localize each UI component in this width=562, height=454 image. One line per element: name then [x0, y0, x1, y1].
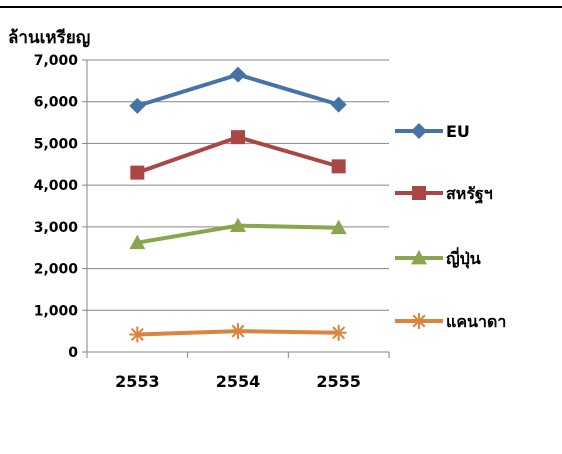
gridlines [87, 59, 389, 311]
data-point [231, 130, 245, 145]
data-point [129, 326, 146, 343]
y-tick-label: 5,000 [34, 136, 79, 152]
legend-label: สหรัฐฯ [446, 184, 493, 204]
legend-marker [411, 313, 427, 329]
axes [82, 59, 390, 358]
legend-item: แคนาดา [395, 312, 506, 331]
x-tick-label: 2555 [316, 372, 361, 391]
data-point [330, 219, 347, 235]
y-tick-label: 6,000 [34, 95, 79, 111]
legend-marker [411, 250, 427, 265]
legend-marker [412, 186, 426, 200]
series-3 [129, 323, 347, 343]
y-tick-label: 1,000 [34, 303, 79, 319]
legend-item: ญี่ปุ่น [395, 247, 481, 269]
data-point [129, 97, 146, 114]
legend-label: ญี่ปุ่น [446, 247, 481, 269]
top-divider [0, 6, 562, 8]
y-tick-label: 7,000 [34, 53, 79, 69]
series-0 [129, 66, 347, 114]
legend-marker [411, 123, 427, 139]
series-1 [130, 130, 346, 180]
y-tick-label: 2,000 [34, 262, 79, 278]
data-point [230, 217, 246, 233]
data-point [330, 324, 347, 341]
data-point [230, 323, 246, 340]
x-tick-label: 2553 [115, 372, 160, 391]
legend-item: สหรัฐฯ [395, 184, 493, 204]
y-tick-label: 3,000 [34, 220, 79, 236]
series-group [129, 66, 347, 343]
series-2 [129, 217, 347, 250]
legend-label: แคนาดา [446, 312, 506, 331]
data-point [129, 234, 146, 250]
data-point [230, 66, 246, 83]
x-tick-label: 2554 [216, 372, 261, 391]
data-point [330, 96, 347, 113]
legend-label: EU [446, 122, 470, 141]
y-tick-label: 4,000 [34, 178, 79, 194]
legend-item: EU [395, 122, 470, 141]
data-point [331, 159, 346, 174]
y-tick-label: 0 [68, 345, 78, 361]
y-axis-unit-label: ล้านเหรียญ [8, 28, 91, 48]
tick-labels: 0 1,000 2,000 3,000 4,000 5,000 6,000 7,000 2553… [34, 53, 361, 391]
data-point [130, 165, 145, 180]
